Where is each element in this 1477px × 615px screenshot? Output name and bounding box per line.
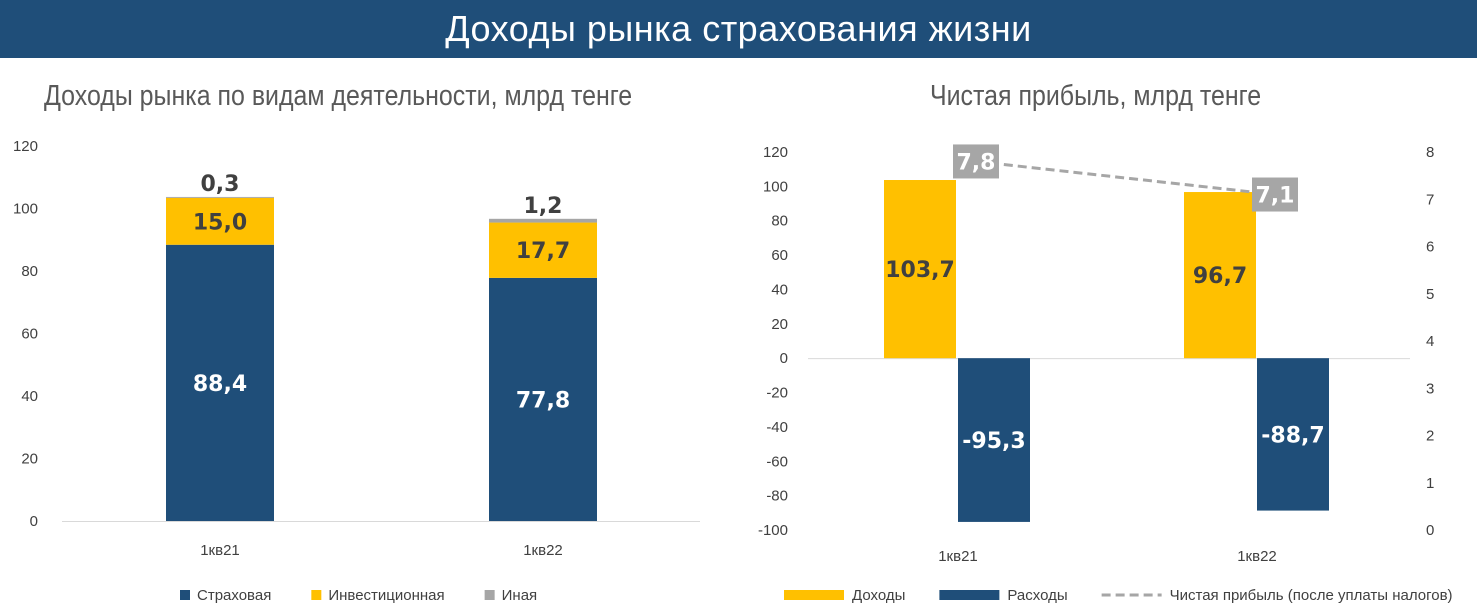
- page-title: Доходы рынка страхования жизни: [445, 8, 1032, 49]
- left-chart-title: Доходы рынка по видам деятельности, млрд…: [44, 80, 633, 112]
- legend-swatch: [484, 590, 495, 600]
- x-tick-label: 1кв22: [523, 542, 563, 559]
- page-header: Доходы рынка страхования жизни: [0, 0, 1477, 58]
- legend-swatch: [180, 590, 190, 600]
- data-label: 103,7: [885, 258, 955, 283]
- y2-tick-label: 7: [1426, 191, 1434, 208]
- y-tick-label: -60: [766, 453, 788, 470]
- data-label: 77,8: [516, 388, 570, 413]
- y2-tick-label: 2: [1426, 428, 1434, 445]
- y-tick-label: -40: [766, 419, 788, 436]
- net-profit-label-box: [1252, 177, 1298, 212]
- y-tick-label: 100: [13, 201, 38, 218]
- x-tick-label: 1кв22: [1237, 548, 1277, 565]
- data-label: 0,3: [201, 172, 240, 197]
- y2-tick-label: 0: [1426, 522, 1434, 539]
- legend-swatch: [939, 590, 1000, 600]
- legend-swatch: [784, 590, 844, 600]
- legend-label: Расходы: [1007, 587, 1067, 604]
- data-label: 1,2: [524, 194, 563, 219]
- legend-label: Инвестиционная: [328, 587, 444, 604]
- x-tick-label: 1кв21: [938, 548, 978, 565]
- data-label: 7,8: [957, 150, 996, 175]
- y-tick-label: 60: [771, 247, 788, 264]
- right-chart-title: Чистая прибыль, млрд тенге: [930, 80, 1262, 112]
- legend-label: Чистая прибыль (после уплаты налогов): [1170, 587, 1453, 604]
- legend-swatch: [311, 590, 322, 600]
- expense-bar: [958, 358, 1030, 522]
- data-label: -95,3: [962, 429, 1025, 454]
- data-label: 7,1: [1256, 184, 1295, 209]
- expense-bar: [1257, 358, 1329, 511]
- bar-segment: [166, 244, 274, 521]
- legend-label: Доходы: [852, 587, 905, 604]
- y2-tick-label: 4: [1426, 333, 1434, 350]
- y-tick-label: 40: [21, 388, 38, 405]
- y2-tick-label: 5: [1426, 286, 1434, 303]
- data-label: 88,4: [193, 372, 247, 397]
- bar-segment: [166, 196, 274, 198]
- bar-segment: [489, 277, 597, 521]
- y-tick-label: 120: [763, 144, 788, 161]
- y-tick-label: 20: [771, 316, 788, 333]
- y2-tick-label: 3: [1426, 380, 1434, 397]
- y-tick-label: -80: [766, 488, 788, 505]
- data-label: -88,7: [1261, 423, 1324, 448]
- y2-tick-label: 1: [1426, 475, 1434, 492]
- y-tick-label: 40: [771, 281, 788, 298]
- y-tick-label: 80: [21, 263, 38, 280]
- net-profit-label-box: [953, 144, 999, 179]
- legend-label: Страховая: [197, 587, 271, 604]
- y-tick-label: 0: [30, 513, 38, 530]
- y-tick-label: -100: [758, 522, 788, 539]
- y-tick-label: 80: [771, 213, 788, 230]
- y2-tick-label: 6: [1426, 239, 1434, 256]
- x-tick-label: 1кв21: [200, 542, 240, 559]
- net-profit-line: [975, 159, 1276, 197]
- y-tick-label: -20: [766, 385, 788, 402]
- y-tick-label: 20: [21, 451, 38, 468]
- data-label: 15,0: [193, 210, 247, 235]
- y-tick-label: 60: [21, 326, 38, 343]
- data-label: 17,7: [516, 239, 570, 264]
- bar-segment: [489, 218, 597, 223]
- y-tick-label: 100: [763, 178, 788, 195]
- y-tick-label: 0: [780, 350, 788, 367]
- y-tick-label: 120: [13, 138, 38, 155]
- legend-label: Иная: [502, 587, 538, 604]
- income-bar: [1184, 192, 1256, 359]
- data-label: 96,7: [1193, 264, 1247, 289]
- y2-tick-label: 8: [1426, 144, 1434, 161]
- bar-segment: [166, 197, 274, 245]
- bar-segment: [489, 222, 597, 278]
- income-bar: [884, 180, 956, 359]
